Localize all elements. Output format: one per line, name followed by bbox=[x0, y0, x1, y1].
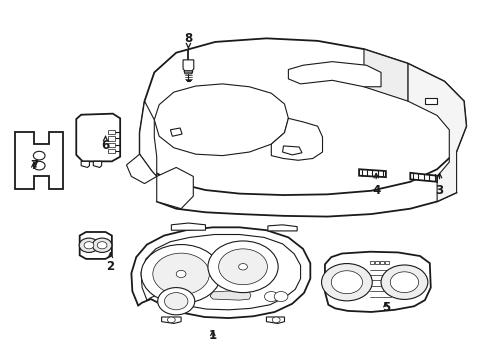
Polygon shape bbox=[271, 118, 322, 160]
Polygon shape bbox=[384, 261, 388, 264]
Polygon shape bbox=[325, 252, 430, 312]
Polygon shape bbox=[140, 39, 466, 195]
Circle shape bbox=[79, 238, 99, 252]
Polygon shape bbox=[93, 161, 102, 167]
Circle shape bbox=[153, 253, 209, 295]
Circle shape bbox=[164, 293, 187, 310]
Circle shape bbox=[330, 271, 362, 294]
Polygon shape bbox=[369, 261, 373, 264]
Polygon shape bbox=[183, 71, 192, 74]
Polygon shape bbox=[131, 227, 310, 318]
Polygon shape bbox=[374, 261, 378, 264]
Polygon shape bbox=[126, 154, 157, 184]
Polygon shape bbox=[76, 114, 120, 161]
Polygon shape bbox=[407, 63, 466, 202]
Polygon shape bbox=[157, 167, 193, 209]
Polygon shape bbox=[267, 225, 297, 231]
Polygon shape bbox=[108, 130, 115, 134]
Polygon shape bbox=[288, 62, 380, 87]
Circle shape bbox=[389, 272, 418, 293]
Circle shape bbox=[33, 151, 45, 160]
Circle shape bbox=[176, 270, 185, 278]
Polygon shape bbox=[161, 317, 181, 323]
Circle shape bbox=[238, 264, 247, 270]
Polygon shape bbox=[363, 49, 407, 101]
Circle shape bbox=[84, 242, 94, 249]
Circle shape bbox=[264, 292, 278, 302]
Polygon shape bbox=[81, 161, 89, 167]
Circle shape bbox=[218, 249, 267, 285]
Circle shape bbox=[158, 288, 194, 315]
Polygon shape bbox=[266, 317, 284, 323]
Circle shape bbox=[33, 161, 45, 170]
Circle shape bbox=[272, 317, 280, 323]
Text: 3: 3 bbox=[435, 174, 443, 197]
Polygon shape bbox=[171, 223, 205, 230]
Polygon shape bbox=[379, 261, 383, 264]
Polygon shape bbox=[282, 146, 302, 155]
Circle shape bbox=[380, 265, 427, 300]
Circle shape bbox=[207, 241, 278, 293]
Polygon shape bbox=[154, 84, 288, 156]
Circle shape bbox=[321, 264, 371, 301]
Circle shape bbox=[97, 242, 107, 249]
Polygon shape bbox=[424, 98, 436, 104]
Polygon shape bbox=[108, 149, 115, 153]
Polygon shape bbox=[108, 143, 115, 147]
Circle shape bbox=[92, 238, 112, 252]
Text: 5: 5 bbox=[381, 301, 389, 314]
Polygon shape bbox=[210, 291, 250, 300]
Polygon shape bbox=[170, 128, 182, 136]
Circle shape bbox=[141, 244, 221, 303]
Polygon shape bbox=[15, 132, 63, 189]
Polygon shape bbox=[140, 101, 157, 176]
Polygon shape bbox=[183, 60, 193, 71]
Polygon shape bbox=[409, 173, 436, 182]
Text: 7: 7 bbox=[30, 159, 38, 172]
Polygon shape bbox=[80, 232, 112, 259]
Text: 2: 2 bbox=[106, 253, 114, 273]
Circle shape bbox=[274, 292, 287, 302]
Text: 1: 1 bbox=[208, 329, 216, 342]
Polygon shape bbox=[108, 136, 115, 140]
Polygon shape bbox=[358, 169, 385, 177]
Polygon shape bbox=[141, 234, 300, 310]
Text: 6: 6 bbox=[101, 136, 109, 152]
Text: 8: 8 bbox=[184, 32, 192, 48]
Text: 4: 4 bbox=[371, 174, 380, 197]
Circle shape bbox=[167, 317, 175, 323]
